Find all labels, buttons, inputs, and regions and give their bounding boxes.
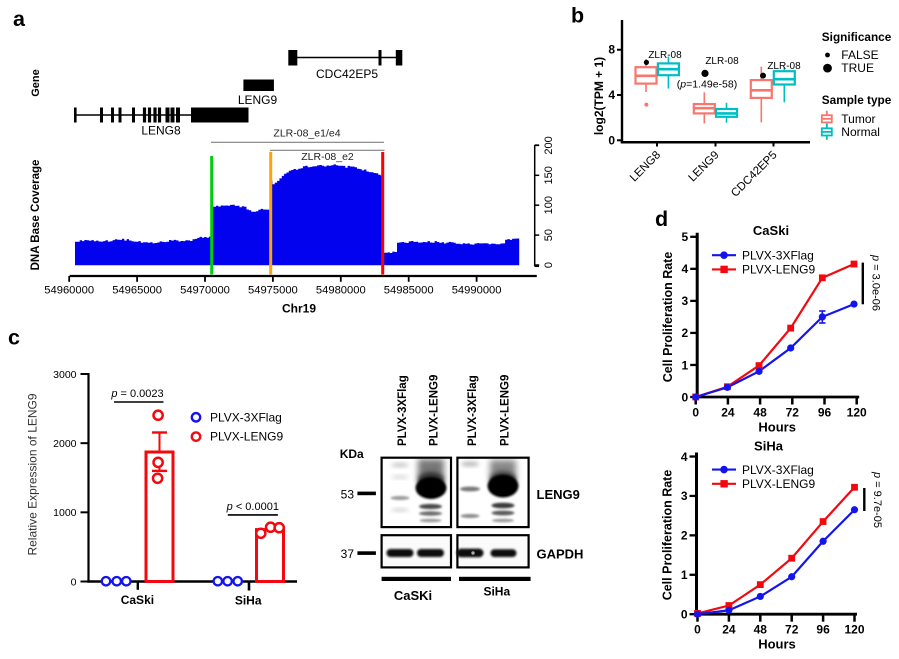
svg-text:54980000: 54980000 <box>316 285 366 297</box>
svg-text:Significance: Significance <box>822 30 892 44</box>
svg-text:1000: 1000 <box>53 507 77 519</box>
svg-text:200: 200 <box>543 136 555 154</box>
svg-text:FALSE: FALSE <box>841 48 878 62</box>
svg-text:54970000: 54970000 <box>180 285 230 297</box>
svg-text:0: 0 <box>71 576 77 588</box>
svg-text:LENG9: LENG9 <box>238 93 278 107</box>
svg-text:Hours: Hours <box>758 637 796 652</box>
svg-text:SiHa: SiHa <box>754 439 784 454</box>
svg-text:PLVX-LENG9: PLVX-LENG9 <box>429 375 441 446</box>
svg-text:LENG9: LENG9 <box>537 487 580 502</box>
svg-text:54985000: 54985000 <box>384 285 434 297</box>
svg-text:50: 50 <box>543 229 555 241</box>
svg-text:Cell Proliferation Rate: Cell Proliferation Rate <box>661 470 675 601</box>
svg-text:ZLR-08_e1/e4: ZLR-08_e1/e4 <box>273 128 340 140</box>
svg-text:48: 48 <box>754 623 768 637</box>
svg-text:0: 0 <box>681 608 688 622</box>
svg-text:96: 96 <box>816 623 830 637</box>
svg-text:120: 120 <box>844 623 864 637</box>
svg-text:24: 24 <box>721 405 735 419</box>
svg-text:150: 150 <box>543 166 555 184</box>
svg-text:PLVX-3XFlag: PLVX-3XFlag <box>397 375 409 446</box>
svg-text:a: a <box>13 7 26 31</box>
svg-text:Chr19: Chr19 <box>282 302 316 316</box>
svg-text:Tumor: Tumor <box>841 112 875 126</box>
svg-text:(p=1.49e-58): (p=1.49e-58) <box>677 79 737 91</box>
svg-text:TRUE: TRUE <box>841 61 874 75</box>
svg-text:Relative Expression of LENG9: Relative Expression of LENG9 <box>26 393 40 555</box>
svg-text:GAPDH: GAPDH <box>537 547 584 562</box>
svg-text:CaSki: CaSki <box>753 223 789 238</box>
svg-text:Hours: Hours <box>758 419 796 434</box>
svg-text:0: 0 <box>694 623 701 637</box>
svg-text:c: c <box>8 326 20 350</box>
svg-text:ZLR-08: ZLR-08 <box>767 61 801 72</box>
svg-text:5: 5 <box>682 230 689 244</box>
svg-text:54965000: 54965000 <box>112 285 162 297</box>
svg-text:24: 24 <box>722 623 736 637</box>
svg-text:CaSKi: CaSKi <box>394 588 432 603</box>
svg-text:120: 120 <box>847 405 867 419</box>
svg-text:100: 100 <box>543 196 555 214</box>
svg-text:0: 0 <box>682 390 689 404</box>
svg-text:Normal: Normal <box>841 125 880 139</box>
svg-text:PLVX-3XFlag: PLVX-3XFlag <box>210 410 282 424</box>
svg-text:72: 72 <box>786 405 800 419</box>
svg-text:log2(TPM + 1): log2(TPM + 1) <box>592 57 606 135</box>
svg-text:PLVX-3XFlag: PLVX-3XFlag <box>742 249 814 263</box>
svg-text:CaSki: CaSki <box>121 593 154 607</box>
svg-text:3000: 3000 <box>53 369 77 381</box>
svg-text:2: 2 <box>682 326 689 340</box>
svg-text:0: 0 <box>692 405 699 419</box>
svg-text:0: 0 <box>543 262 555 268</box>
svg-text:SiHa: SiHa <box>235 594 262 608</box>
svg-text:8: 8 <box>608 43 615 57</box>
svg-text:54960000: 54960000 <box>44 285 94 297</box>
svg-text:53: 53 <box>341 488 355 502</box>
svg-text:p < 0.0001: p < 0.0001 <box>226 501 279 513</box>
svg-text:37: 37 <box>341 547 355 561</box>
svg-text:PLVX-3XFlag: PLVX-3XFlag <box>467 375 479 446</box>
svg-text:p = 3.0e-06: p = 3.0e-06 <box>869 254 881 311</box>
svg-text:DNA Base Coverage: DNA Base Coverage <box>30 160 42 271</box>
svg-text:0: 0 <box>608 133 615 147</box>
svg-text:4: 4 <box>681 450 688 464</box>
svg-text:PLVX-3XFlag: PLVX-3XFlag <box>742 463 814 477</box>
svg-text:1: 1 <box>681 568 688 582</box>
svg-text:Cell Proliferation Rate: Cell Proliferation Rate <box>661 252 675 383</box>
svg-text:PLVX-LENG9: PLVX-LENG9 <box>742 263 815 277</box>
svg-text:72: 72 <box>785 623 799 637</box>
svg-text:CDC42EP5: CDC42EP5 <box>316 67 378 81</box>
svg-text:Sample type: Sample type <box>822 93 892 107</box>
svg-text:PLVX-LENG9: PLVX-LENG9 <box>500 375 512 446</box>
svg-text:54990000: 54990000 <box>452 285 502 297</box>
svg-text:p = 9.7e-05: p = 9.7e-05 <box>871 471 883 528</box>
svg-text:4: 4 <box>682 262 689 276</box>
svg-text:PLVX-LENG9: PLVX-LENG9 <box>742 477 815 491</box>
svg-text:d: d <box>655 207 668 231</box>
svg-text:b: b <box>571 4 584 28</box>
svg-text:p = 0.0023: p = 0.0023 <box>110 388 163 400</box>
svg-text:4: 4 <box>608 88 615 102</box>
svg-text:PLVX-LENG9: PLVX-LENG9 <box>210 430 283 444</box>
svg-text:48: 48 <box>753 405 767 419</box>
svg-text:ZLR-08: ZLR-08 <box>705 56 739 67</box>
svg-text:LENG8: LENG8 <box>141 124 181 138</box>
svg-text:96: 96 <box>818 405 832 419</box>
svg-text:Gene: Gene <box>30 69 42 97</box>
svg-text:ZLR-08: ZLR-08 <box>648 50 682 61</box>
svg-text:2: 2 <box>681 529 688 543</box>
svg-text:3: 3 <box>682 294 689 308</box>
svg-text:3: 3 <box>681 489 688 503</box>
svg-text:54975000: 54975000 <box>248 285 298 297</box>
svg-text:SiHa: SiHa <box>483 585 510 599</box>
svg-text:KDa: KDa <box>340 447 364 461</box>
svg-text:1: 1 <box>682 358 689 372</box>
svg-text:ZLR-08_e2: ZLR-08_e2 <box>301 151 354 163</box>
svg-text:2000: 2000 <box>53 438 77 450</box>
